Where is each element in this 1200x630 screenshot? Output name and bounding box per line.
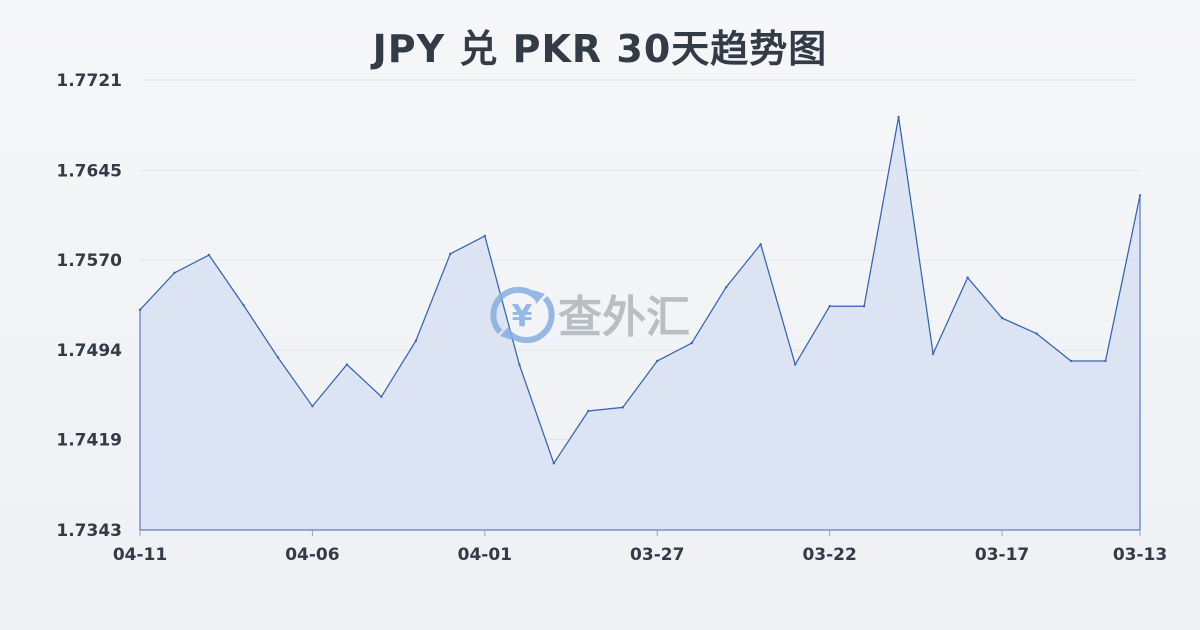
data-point <box>345 363 349 366</box>
data-point <box>311 404 314 408</box>
yen-exchange-icon: ¥ <box>490 286 555 344</box>
y-tick-label: 1.7645 <box>56 161 122 181</box>
data-point <box>1035 332 1038 335</box>
data-point <box>725 285 728 289</box>
data-point <box>1104 359 1107 363</box>
data-point <box>380 395 383 398</box>
data-point <box>1138 194 1142 197</box>
series-line <box>139 116 1141 465</box>
data-point <box>483 234 487 238</box>
watermark-text: 查外汇 <box>558 292 690 343</box>
data-point <box>414 339 418 342</box>
x-tick-label: 04-01 <box>458 545 512 565</box>
data-point <box>449 252 452 256</box>
x-tick-label: 04-11 <box>113 545 167 565</box>
x-axis-ticks: 04-11 04-06 04-01 03-27 03-22 03-17 03-13 <box>113 530 1167 565</box>
y-tick-label: 1.7494 <box>56 341 122 361</box>
data-point <box>966 276 969 279</box>
y-tick-label: 1.7721 <box>56 71 122 91</box>
data-point <box>173 271 176 275</box>
data-point <box>587 409 590 413</box>
data-point <box>759 243 762 246</box>
data-point <box>690 341 693 345</box>
chart-title: JPY 兑 PKR 30天趋势图 <box>372 27 828 71</box>
data-point <box>828 304 831 308</box>
x-tick-label: 03-27 <box>630 545 684 565</box>
data-point <box>621 406 624 409</box>
data-point <box>897 115 900 119</box>
data-point <box>552 462 555 465</box>
data-point <box>656 359 659 363</box>
data-point <box>862 304 866 308</box>
yen-symbol: ¥ <box>512 299 533 334</box>
data-point <box>1000 316 1004 320</box>
x-tick-label: 04-06 <box>285 545 339 565</box>
data-point <box>138 308 142 311</box>
data-point <box>518 363 521 366</box>
data-point <box>276 356 280 359</box>
y-tick-label: 1.7419 <box>56 431 122 451</box>
x-tick-label: 03-13 <box>1113 545 1167 565</box>
data-point <box>207 253 211 257</box>
data-point <box>793 363 797 366</box>
y-tick-label: 1.7570 <box>56 251 122 271</box>
y-axis-ticks: 1.7721 1.7645 1.7570 1.7494 1.7419 1.7343 <box>56 71 122 541</box>
data-point <box>242 303 245 307</box>
x-tick-label: 03-22 <box>802 545 856 565</box>
y-tick-label: 1.7343 <box>56 521 122 541</box>
x-tick-label: 03-17 <box>975 545 1029 565</box>
data-point <box>1069 359 1073 363</box>
data-points <box>138 115 1142 465</box>
data-point <box>931 352 935 356</box>
watermark: ¥ 查外汇 <box>490 286 690 344</box>
